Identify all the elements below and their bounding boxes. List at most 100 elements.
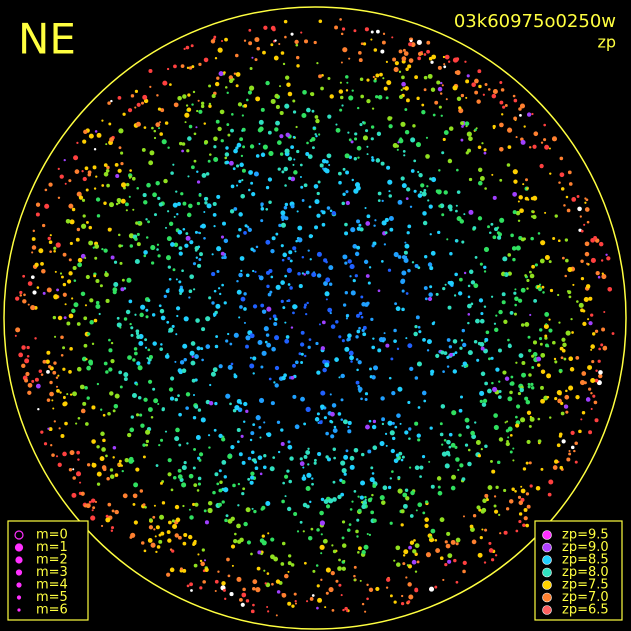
- star: [241, 492, 245, 496]
- star: [156, 545, 161, 549]
- star: [265, 333, 270, 337]
- star: [385, 343, 390, 348]
- star: [397, 199, 403, 205]
- star: [480, 312, 484, 316]
- star: [418, 173, 423, 178]
- star: [484, 337, 489, 342]
- star: [494, 554, 498, 557]
- star: [444, 540, 448, 544]
- star: [158, 127, 161, 130]
- star: [414, 75, 419, 80]
- star: [325, 591, 329, 595]
- star: [407, 224, 412, 229]
- star: [196, 346, 201, 351]
- star: [60, 275, 64, 279]
- star: [605, 253, 608, 256]
- star: [190, 341, 196, 346]
- star: [250, 247, 254, 252]
- star: [148, 68, 153, 73]
- star: [141, 101, 144, 105]
- star: [256, 566, 261, 571]
- star: [204, 520, 209, 525]
- star: [565, 195, 569, 199]
- star: [158, 121, 162, 124]
- star: [462, 560, 467, 566]
- star: [341, 201, 346, 206]
- star: [258, 119, 264, 125]
- star: [252, 579, 258, 585]
- star: [426, 185, 429, 188]
- star: [506, 440, 509, 443]
- star: [145, 218, 148, 221]
- star: [265, 239, 271, 245]
- star: [276, 420, 281, 424]
- star: [448, 280, 454, 286]
- star: [277, 167, 281, 171]
- star: [440, 114, 443, 117]
- star: [561, 439, 566, 444]
- star: [86, 365, 91, 371]
- star: [510, 381, 515, 386]
- star: [425, 154, 430, 159]
- star: [223, 71, 226, 74]
- star: [512, 191, 517, 197]
- star: [389, 594, 393, 598]
- star: [226, 123, 230, 126]
- star: [337, 494, 342, 500]
- star: [528, 461, 532, 465]
- star: [530, 236, 534, 241]
- star: [353, 447, 359, 453]
- star: [434, 585, 438, 589]
- zp-label: zp=9.5: [562, 528, 609, 543]
- star: [292, 394, 297, 399]
- star: [136, 232, 140, 236]
- star: [366, 78, 370, 82]
- star: [240, 602, 245, 607]
- star: [240, 269, 243, 273]
- star: [237, 482, 241, 486]
- star: [80, 253, 86, 259]
- star: [95, 300, 100, 305]
- star: [528, 373, 532, 377]
- star: [105, 517, 111, 523]
- star: [155, 550, 158, 554]
- star: [479, 341, 485, 347]
- star: [245, 409, 249, 413]
- star: [331, 544, 334, 547]
- star: [64, 182, 67, 185]
- star: [188, 508, 191, 511]
- star: [168, 387, 174, 392]
- star: [183, 460, 187, 465]
- star: [249, 144, 255, 149]
- star: [150, 542, 156, 548]
- star: [384, 432, 388, 435]
- star: [499, 178, 503, 182]
- star: [145, 308, 149, 312]
- star: [110, 526, 115, 530]
- star: [558, 321, 561, 324]
- star: [102, 413, 106, 417]
- star: [511, 487, 515, 491]
- star: [321, 222, 326, 227]
- star: [177, 229, 183, 235]
- star: [129, 427, 135, 433]
- star: [394, 302, 398, 306]
- star: [482, 498, 487, 504]
- star: [403, 257, 409, 263]
- star: [120, 198, 126, 204]
- star: [471, 82, 476, 88]
- star: [257, 550, 262, 555]
- star: [547, 345, 550, 348]
- star: [483, 151, 487, 155]
- star: [194, 354, 199, 359]
- star: [548, 479, 554, 485]
- star: [215, 119, 220, 124]
- star: [513, 98, 518, 103]
- star: [174, 397, 179, 402]
- star: [467, 303, 472, 309]
- star: [479, 318, 485, 324]
- star: [27, 382, 33, 388]
- star: [590, 407, 593, 410]
- star: [46, 287, 52, 293]
- star: [440, 350, 445, 355]
